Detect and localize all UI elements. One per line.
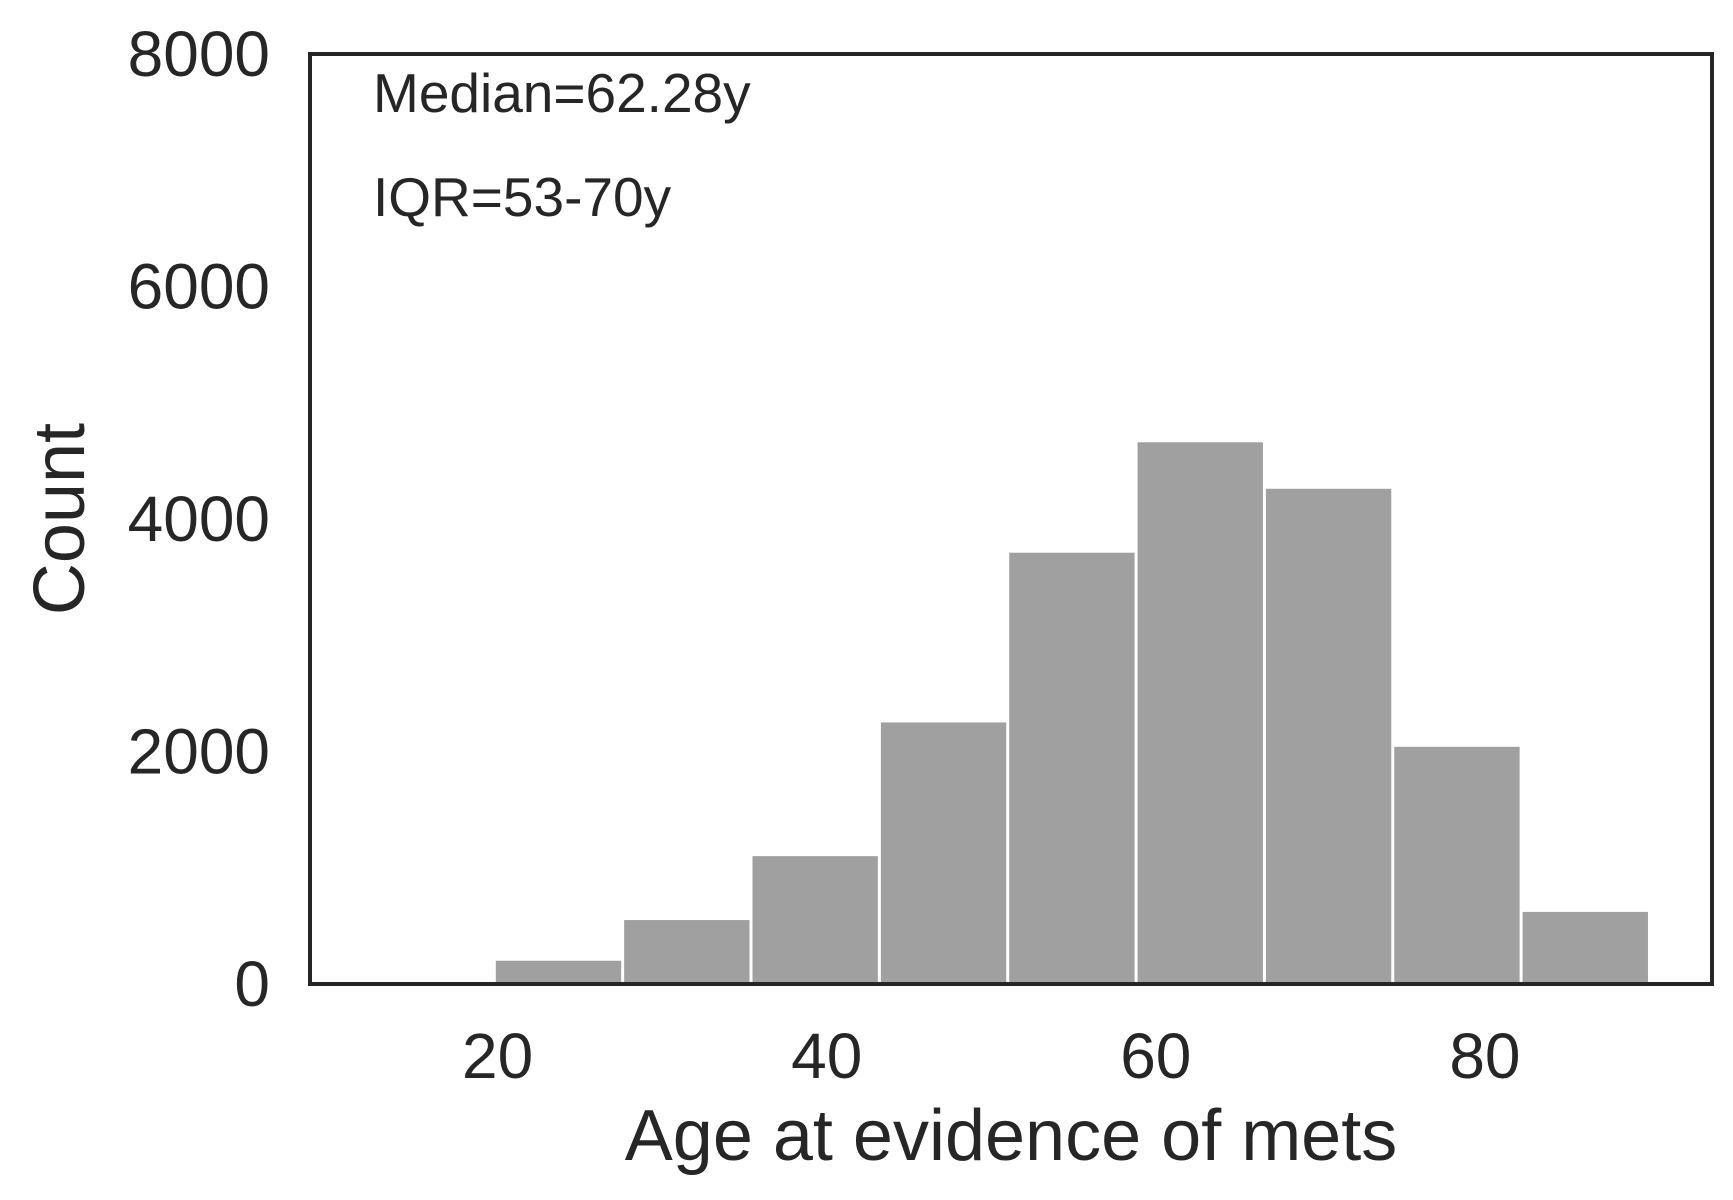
histogram-bar <box>1522 911 1648 984</box>
y-tick-label: 8000 <box>128 18 270 90</box>
x-tick-label: 20 <box>462 1020 533 1092</box>
y-tick-label: 4000 <box>128 483 270 555</box>
x-axis-label: Age at evidence of mets <box>625 1096 1397 1176</box>
y-axis-ticks: 0 2000 4000 6000 8000 <box>128 18 270 1020</box>
x-tick-label: 80 <box>1449 1020 1520 1092</box>
y-axis-label: Count <box>20 423 100 615</box>
x-axis-ticks: 20 40 60 80 <box>462 1020 1521 1092</box>
y-tick-label: 0 <box>234 948 270 1020</box>
y-tick-label: 6000 <box>128 251 270 323</box>
histogram-bars <box>367 442 1648 984</box>
histogram-bar <box>624 920 750 984</box>
x-tick-label: 40 <box>791 1020 862 1092</box>
histogram-bar <box>752 856 878 984</box>
y-tick-label: 2000 <box>128 716 270 788</box>
x-tick-label: 60 <box>1120 1020 1191 1092</box>
iqr-annotation: IQR=53-70y <box>373 166 672 228</box>
histogram-bar <box>1009 552 1135 984</box>
histogram-bar <box>1394 746 1520 984</box>
histogram-bar <box>1137 442 1263 984</box>
histogram-bar <box>1265 488 1392 984</box>
median-annotation: Median=62.28y <box>373 62 751 124</box>
histogram-bar <box>495 960 622 984</box>
histogram-bar <box>880 722 1007 984</box>
plot-frame <box>308 52 1714 986</box>
